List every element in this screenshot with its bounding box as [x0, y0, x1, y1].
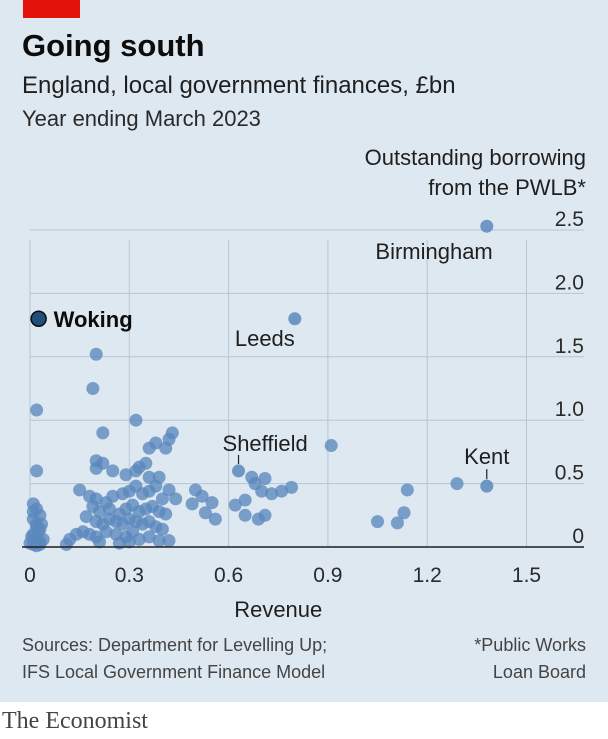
label-birmingham: Birmingham [375, 239, 492, 264]
footnote-line-1: *Public Works [474, 635, 586, 655]
y-tick-label: 0.5 [555, 462, 584, 485]
data-point [93, 504, 107, 518]
data-point [119, 468, 133, 482]
data-point-kent [480, 479, 494, 493]
data-point [99, 525, 113, 539]
x-tick-label: 1.2 [413, 564, 442, 587]
data-point [450, 477, 464, 491]
data-point [238, 508, 252, 522]
data-point [169, 492, 183, 506]
data-point [142, 530, 156, 544]
x-tick-label: 0.9 [313, 564, 342, 587]
data-point [149, 436, 163, 450]
data-point [258, 472, 272, 486]
y-tick-label: 2.5 [555, 208, 584, 231]
data-point-sheffield [232, 464, 246, 478]
data-point [86, 382, 100, 395]
data-point [155, 492, 169, 506]
data-point [89, 461, 103, 475]
chart-period: Year ending March 2023 [22, 106, 261, 131]
y-axis-label-line2: from the PWLB* [428, 175, 586, 200]
label-sheffield: Sheffield [223, 431, 308, 456]
data-point [106, 489, 120, 503]
data-point [284, 480, 298, 494]
data-point [238, 493, 252, 507]
data-point [96, 426, 110, 440]
data-point [142, 484, 156, 498]
data-point [265, 487, 279, 501]
y-axis-label: Outstanding borrowing from the PWLB* [365, 143, 586, 203]
data-point [371, 515, 385, 529]
data-point [228, 498, 242, 512]
data-point [73, 483, 87, 497]
data-point [30, 403, 44, 417]
data-point [185, 497, 199, 511]
label-leeds: Leeds [235, 326, 295, 351]
data-point [59, 537, 73, 551]
data-point [142, 470, 156, 484]
data-point [397, 506, 411, 520]
data-point [275, 484, 289, 498]
data-point-leeds [288, 312, 302, 326]
data-point [106, 464, 120, 478]
data-point [258, 508, 272, 522]
data-point [129, 413, 143, 427]
y-axis-label-line1: Outstanding borrowing [364, 145, 586, 170]
data-point [390, 516, 404, 530]
brand-red-bar [23, 0, 80, 18]
data-point [208, 512, 222, 526]
data-point [155, 522, 169, 536]
data-point [162, 534, 176, 548]
y-tick-label: 2.0 [555, 271, 584, 294]
x-tick-label: 1.5 [512, 564, 541, 587]
highlight-point-woking [30, 310, 47, 328]
data-point [69, 527, 83, 541]
data-point [93, 535, 107, 549]
chart-subtitle: England, local government finances, £bn [22, 72, 456, 99]
x-tick-label: 0.6 [214, 564, 243, 587]
data-point [132, 532, 146, 546]
chart-title: Going south [22, 28, 205, 63]
x-tick-label: 0.3 [115, 564, 144, 587]
data-point [205, 496, 219, 510]
y-tick-label: 0 [572, 525, 584, 548]
source-line-1: Sources: Department for Levelling Up; [22, 635, 328, 655]
data-point [324, 439, 338, 453]
data-point [195, 489, 209, 503]
data-point [36, 532, 50, 546]
data-point [159, 507, 173, 521]
data-point [255, 484, 269, 498]
y-tick-label: 1.5 [555, 335, 584, 358]
source-note: Sources: Department for Levelling Up; IF… [22, 632, 327, 686]
data-point-birmingham [480, 219, 494, 233]
data-point [400, 483, 414, 497]
data-point [26, 504, 40, 518]
data-point [139, 456, 153, 470]
footnote: *Public Works Loan Board [474, 632, 586, 686]
data-point [122, 535, 136, 549]
data-point [198, 506, 212, 520]
label-woking: Woking [54, 307, 133, 332]
data-point [30, 520, 44, 534]
scatter-plot: 0 0.5 1.0 1.5 2.0 2.5 0 0.3 0.6 0.9 1.2 1.5 Revenue B… [22, 208, 584, 622]
source-line-2: IFS Local Government Finance Model [22, 662, 326, 682]
data-point [165, 426, 179, 440]
data-point [102, 502, 116, 516]
y-tick-label: 1.0 [555, 398, 584, 421]
data-point [79, 510, 93, 524]
x-tick-label: 0 [24, 564, 36, 587]
brand-logo: The Economist [2, 708, 148, 734]
label-kent: Kent [464, 444, 509, 469]
data-point [30, 464, 44, 478]
data-point [152, 534, 166, 548]
footnote-line-2: Loan Board [492, 662, 586, 682]
data-point [162, 483, 176, 497]
x-axis-label: Revenue [234, 597, 322, 622]
data-point [89, 347, 103, 361]
